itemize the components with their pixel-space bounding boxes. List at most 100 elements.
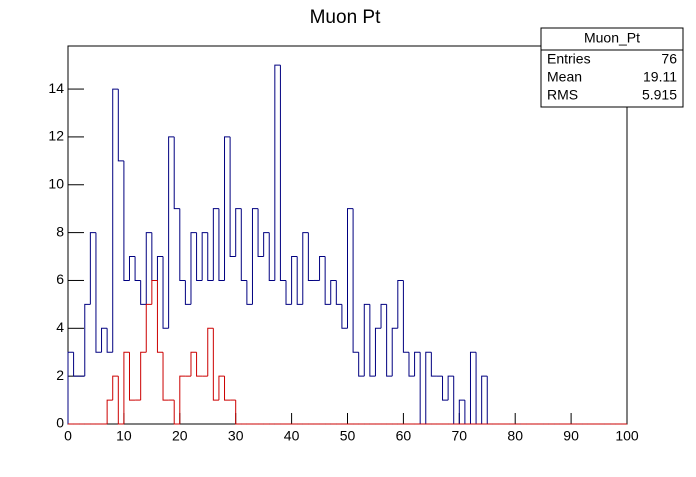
histogram-bin xyxy=(352,208,359,353)
histogram-bin xyxy=(391,327,398,377)
histogram-bin xyxy=(279,65,287,281)
histogram-bin xyxy=(380,303,387,329)
histogram-bin xyxy=(207,327,214,377)
x-tick-label: 0 xyxy=(64,428,72,444)
stats-value: 19.11 xyxy=(643,69,677,85)
histogram-bin xyxy=(224,376,231,401)
y-tick-label: 6 xyxy=(56,271,64,287)
histogram-bin xyxy=(168,136,175,329)
histogram-bin xyxy=(229,136,236,258)
histogram-bin xyxy=(67,351,74,424)
histogram-bin xyxy=(257,208,264,258)
histogram-bin xyxy=(285,280,292,305)
x-tick-label: 40 xyxy=(284,428,300,444)
histogram-bin xyxy=(425,351,432,424)
stats-label: Mean xyxy=(547,69,582,85)
histogram-bin xyxy=(218,375,225,401)
histogram-bin xyxy=(358,352,365,377)
y-tick-label: 8 xyxy=(56,223,64,239)
histogram-bin xyxy=(207,232,214,281)
histogram-bin xyxy=(386,304,393,377)
histogram-bin xyxy=(201,232,208,281)
histogram-bin xyxy=(151,279,158,305)
histogram-bin xyxy=(218,208,225,281)
histogram-bin xyxy=(162,256,169,329)
chart-title: Muon Pt xyxy=(310,7,381,28)
stats-box xyxy=(540,27,684,108)
histogram-bin xyxy=(179,375,186,424)
histogram-bin xyxy=(173,136,180,210)
histogram-bin xyxy=(128,352,136,401)
y-tick-label: 2 xyxy=(56,367,64,383)
histogram-bin xyxy=(419,352,426,425)
histogram-bin xyxy=(246,280,253,305)
histogram-bin xyxy=(335,280,342,305)
histogram-bin xyxy=(481,375,488,424)
stats-label: RMS xyxy=(547,87,578,103)
x-tick-label: 90 xyxy=(563,428,579,444)
x-tick-label: 30 xyxy=(228,428,244,444)
histogram-bin xyxy=(341,304,348,329)
histogram-bin xyxy=(453,376,460,425)
histogram-bin xyxy=(442,376,449,401)
histogram-bin xyxy=(173,400,180,425)
histogram-bin xyxy=(268,232,275,281)
histogram-bin xyxy=(235,208,242,257)
x-tick-label: 70 xyxy=(452,428,468,444)
stats-value: 76 xyxy=(661,51,677,67)
histogram-bin xyxy=(469,351,477,424)
histogram-bin xyxy=(212,328,219,401)
histogram-bin xyxy=(106,328,113,353)
histogram-bin xyxy=(179,208,186,281)
histogram-bin xyxy=(117,89,124,162)
histogram-bin xyxy=(156,280,164,353)
histogram-bin xyxy=(347,208,354,329)
x-tick-label: 80 xyxy=(507,428,523,444)
histogram-bin xyxy=(123,160,130,281)
histogram-bin xyxy=(263,232,270,257)
histogram-bin xyxy=(112,375,119,401)
histogram-bin xyxy=(464,400,471,425)
histogram-bin xyxy=(196,352,203,377)
stats-value: 5.915 xyxy=(642,87,677,103)
histogram-bin xyxy=(145,303,152,353)
x-tick-label: 50 xyxy=(340,428,356,444)
histogram-bin xyxy=(330,279,337,305)
histogram-bin xyxy=(151,232,158,281)
histogram-bin xyxy=(196,232,203,281)
y-tick-label: 0 xyxy=(56,415,64,431)
histogram-bin xyxy=(190,232,197,305)
histogram-bin xyxy=(397,279,404,329)
histogram-bin xyxy=(458,399,465,424)
histogram-bin xyxy=(190,351,197,377)
histogram-bin xyxy=(101,327,108,353)
histogram-bin xyxy=(302,232,309,305)
histogram-bin xyxy=(162,352,169,401)
histogram-bin xyxy=(374,327,382,377)
histogram-bin xyxy=(95,232,102,353)
histogram-bin xyxy=(140,280,147,305)
histogram-bin xyxy=(291,256,298,305)
y-tick-label: 14 xyxy=(48,80,64,96)
histogram-bin xyxy=(486,376,493,425)
histogram-bin xyxy=(106,399,113,424)
histogram-bin xyxy=(363,303,370,377)
y-tick-label: 4 xyxy=(56,319,64,335)
histogram-bin xyxy=(89,232,96,305)
histogram-bin xyxy=(235,400,242,425)
histogram-bin xyxy=(430,352,437,377)
histogram-bin xyxy=(117,376,124,425)
y-tick-label: 10 xyxy=(48,175,64,191)
histogram-bin xyxy=(224,136,231,281)
y-tick-label: 12 xyxy=(48,128,64,144)
histogram-bin xyxy=(408,352,415,377)
histogram-bin xyxy=(447,375,454,401)
histogram-bin xyxy=(123,351,130,424)
histogram-bin xyxy=(184,280,191,305)
x-tick-label: 10 xyxy=(116,428,132,444)
histogram-bin xyxy=(156,256,164,281)
histogram-bin xyxy=(145,232,152,305)
stats-label: Entries xyxy=(547,51,591,67)
